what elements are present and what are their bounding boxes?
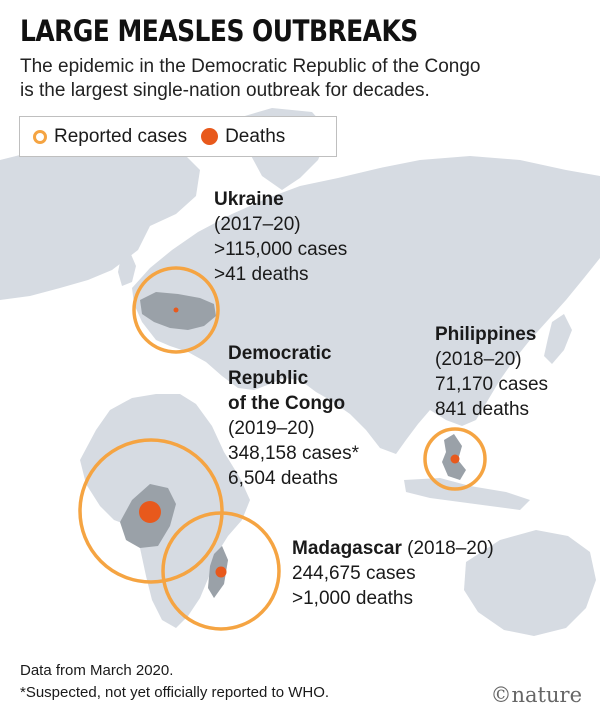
source-note: Data from March 2020. — [20, 662, 174, 679]
callout-line: >115,000 cases — [214, 239, 348, 260]
drc-cases-ring — [78, 438, 224, 584]
country-name: Democratic — [228, 343, 332, 364]
chart-title: LARGE MEASLES OUTBREAKS — [20, 14, 418, 48]
callout-line: 348,158 cases* — [228, 443, 359, 464]
japan-shape — [544, 314, 572, 364]
nature-logo: ©nature — [490, 683, 582, 707]
callout-line: 71,170 cases — [435, 374, 549, 395]
eurasia-shape — [132, 156, 600, 454]
ukraine-deaths-dot — [173, 307, 179, 313]
ring-legend-icon — [33, 129, 47, 144]
subtitle-line: is the largest single-nation outbreak fo… — [20, 80, 430, 101]
philippines-cases-ring — [423, 427, 487, 491]
philippines-deaths-dot — [450, 454, 460, 464]
chart-subtitle: The epidemic in the Democratic Republic … — [20, 55, 590, 103]
callout-line: 841 deaths — [435, 399, 530, 420]
legend-reported-label: Reported cases — [54, 125, 188, 147]
country-name: Philippines — [435, 324, 537, 345]
madagascar-callout: Madagascar (2018–20) 244,675 cases >1,00… — [292, 536, 494, 611]
country-name: of the Congo — [228, 393, 346, 414]
dot-legend-icon — [201, 128, 219, 145]
drc-deaths-dot — [139, 501, 161, 523]
callout-line: 244,675 cases — [292, 563, 416, 584]
country-name: Madagascar — [292, 538, 402, 559]
madagascar-cases-ring — [161, 511, 281, 631]
callout-line: >1,000 deaths — [292, 588, 413, 609]
callout-line: (2017–20) — [214, 214, 301, 235]
callout-line: (2019–20) — [228, 418, 315, 439]
callout-period: (2018–20) — [407, 538, 494, 559]
country-name: Republic — [228, 368, 309, 389]
land-masses — [0, 108, 600, 636]
drc-callout: Democratic Republic of the Congo (2019–2… — [228, 341, 359, 491]
australia-shape — [464, 530, 596, 636]
callout-line: (2018–20) — [435, 349, 522, 370]
country-name: Ukraine — [214, 189, 284, 210]
callout-line: 6,504 deaths — [228, 468, 338, 489]
footnote: *Suspected, not yet officially reported … — [20, 684, 330, 701]
ukraine-cases-ring — [132, 266, 220, 354]
indonesia-shape — [404, 478, 530, 510]
ukraine-callout: Ukraine (2017–20) >115,000 cases >41 dea… — [214, 187, 347, 287]
subtitle-line: The epidemic in the Democratic Republic … — [20, 56, 481, 77]
philippines-callout: Philippines (2018–20) 71,170 cases 841 d… — [435, 322, 548, 422]
callout-line: >41 deaths — [214, 264, 309, 285]
uk-shape — [118, 252, 136, 286]
legend-deaths-label: Deaths — [225, 125, 286, 147]
north-america-shape — [0, 142, 200, 300]
legend: Reported cases Deaths — [19, 116, 337, 157]
madagascar-deaths-dot — [215, 566, 227, 578]
